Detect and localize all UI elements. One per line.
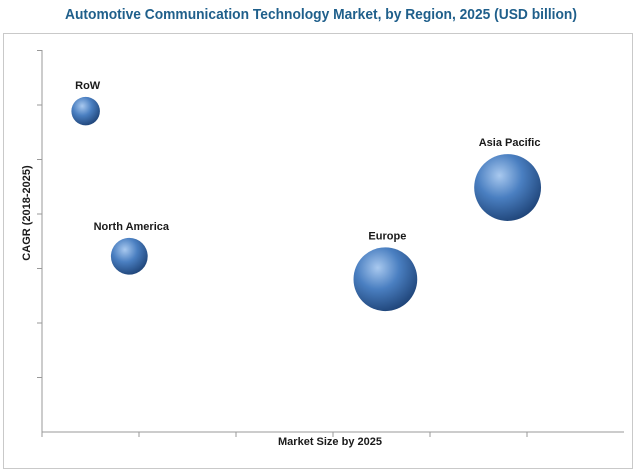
chart-title: Automotive Communication Technology Mark… <box>65 6 577 23</box>
bubble-asia-pacific <box>474 154 542 221</box>
bubble-label: Europe <box>368 230 406 242</box>
bubble-europe <box>353 247 418 312</box>
bubble-label: RoW <box>75 80 101 92</box>
y-axis-label: CAGR (2018-2025) <box>21 165 33 261</box>
bubble-label: Asia Pacific <box>479 137 541 149</box>
x-axis-label: Market Size by 2025 <box>278 436 382 448</box>
bubble-row <box>71 96 100 126</box>
bubble-label: North America <box>94 221 170 233</box>
chart-frame <box>3 33 633 469</box>
bubble-north-america <box>110 237 148 275</box>
